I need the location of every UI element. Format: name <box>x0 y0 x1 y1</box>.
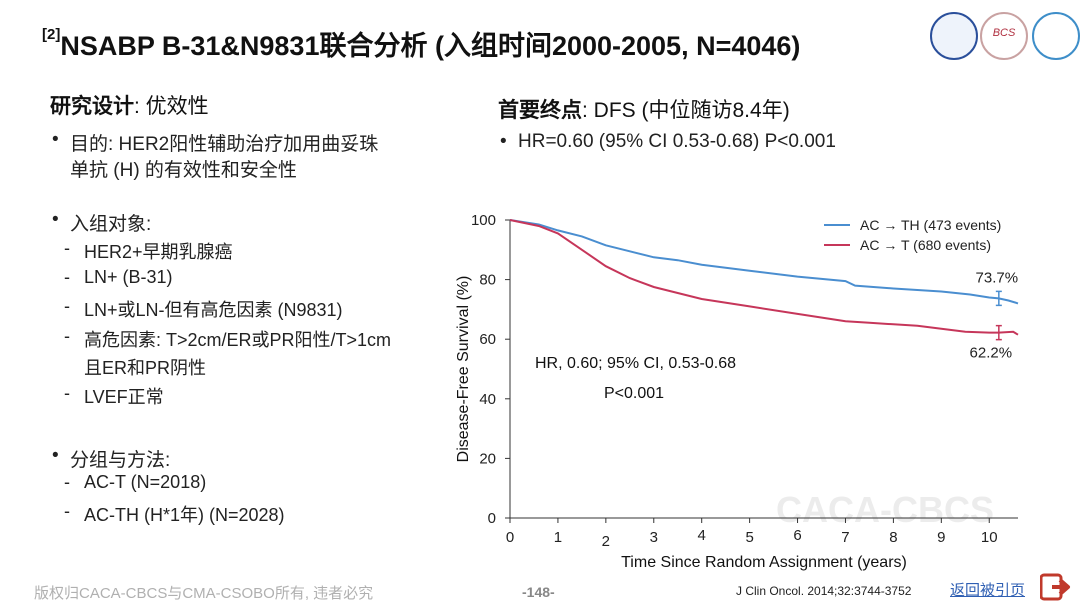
groups-header: 分组与方法: <box>70 450 171 471</box>
population-bullet: • <box>52 209 59 230</box>
watermark: CACA-CBCS <box>776 489 994 530</box>
population-item: LVEF正常 <box>84 387 164 407</box>
hr-annotation: HR, 0.60; 95% CI, 0.53-0.68 <box>535 355 736 372</box>
y-axis-label: Disease-Free Survival (%) <box>455 276 472 463</box>
bcs-logo: BCS <box>980 12 1028 60</box>
population-item: 且ER和PR阴性 <box>84 358 207 378</box>
groups-bullet: • <box>52 445 59 466</box>
x-tick-label: 2 <box>602 533 610 550</box>
group-item: AC-T (N=2018) <box>84 472 207 492</box>
x-tick-label: 8 <box>889 529 897 546</box>
population-item: 高危因素: T>2cm/ER或PR阳性/T>1cm <box>84 330 392 350</box>
x-tick-label: 6 <box>793 527 801 544</box>
dash: - <box>64 296 70 316</box>
purpose-bullet: • <box>52 129 59 150</box>
x-tick-label: 0 <box>506 529 514 546</box>
y-tick-label: 0 <box>488 510 496 527</box>
x-tick-label: 1 <box>554 529 562 546</box>
x-tick-label: 3 <box>650 529 658 546</box>
hr-bullet: • <box>500 131 507 152</box>
design-heading: 研究设计: 优效性 <box>50 95 209 118</box>
purpose-line-2: 单抗 (H) 的有效性和安全性 <box>70 160 297 181</box>
copyright-notice: 版权归CACA-CBCS与CMA-CSOBO所有, 违者必究 <box>34 585 374 602</box>
series-line-1 <box>509 219 1019 336</box>
society-logo <box>1032 12 1080 60</box>
return-arrow-icon[interactable] <box>1040 572 1074 602</box>
citation: J Clin Oncol. 2014;32:3744-3752 <box>736 584 912 598</box>
dash: - <box>64 267 70 287</box>
dfs-km-chart: CACA-CBCS 0 20 40 60 80 100 0 1 2 3 4 5 6 7 8 9 10 Time Si… <box>455 212 1019 571</box>
page-title: [2]NSABP B-31&N9831联合分析 (入组时间2000-2005, … <box>42 26 801 61</box>
x-tick-label: 9 <box>937 529 945 546</box>
end-label: 73.7% <box>976 269 1019 286</box>
x-tick-label: 5 <box>745 529 753 546</box>
purpose-line-1: 目的: HER2阳性辅助治疗加用曲妥珠 <box>70 134 379 155</box>
p-value-annotation: P<0.001 <box>604 385 664 402</box>
x-axis-label: Time Since Random Assignment (years) <box>621 554 907 571</box>
population-header: 入组对象: <box>70 214 152 235</box>
y-tick-label: 40 <box>479 391 496 408</box>
x-tick-label: 4 <box>698 527 706 544</box>
institution-logo <box>930 12 978 60</box>
series-line-0 <box>509 219 1019 305</box>
endpoint-heading: 首要终点: DFS (中位随访8.4年) <box>498 99 790 122</box>
x-tick-label: 7 <box>841 529 849 546</box>
population-item: LN+ (B-31) <box>84 267 173 287</box>
legend-label: AC → TH (473 events) <box>860 217 1001 233</box>
population-item: LN+或LN-但有高危因素 (N9831) <box>84 300 343 320</box>
y-tick-label: 60 <box>479 331 496 348</box>
dash: - <box>64 501 70 521</box>
legend-label: AC → T (680 events) <box>860 237 991 253</box>
end-label: 62.2% <box>970 345 1013 362</box>
hr-line: HR=0.60 (95% CI 0.53-0.68) P<0.001 <box>518 131 836 152</box>
y-tick-label: 80 <box>479 272 496 289</box>
dash: - <box>64 326 70 346</box>
y-tick-label: 100 <box>471 212 496 229</box>
x-tick-label: 10 <box>981 529 998 546</box>
y-tick-label: 20 <box>479 450 496 467</box>
page-number: -148- <box>522 584 555 600</box>
group-item: AC-TH (H*1年) (N=2028) <box>84 505 285 525</box>
back-link[interactable]: 返回被引页 <box>950 582 1026 599</box>
dash: - <box>64 238 70 258</box>
dash: - <box>64 472 70 492</box>
population-item: HER2+早期乳腺癌 <box>84 242 233 262</box>
dash: - <box>64 383 70 403</box>
